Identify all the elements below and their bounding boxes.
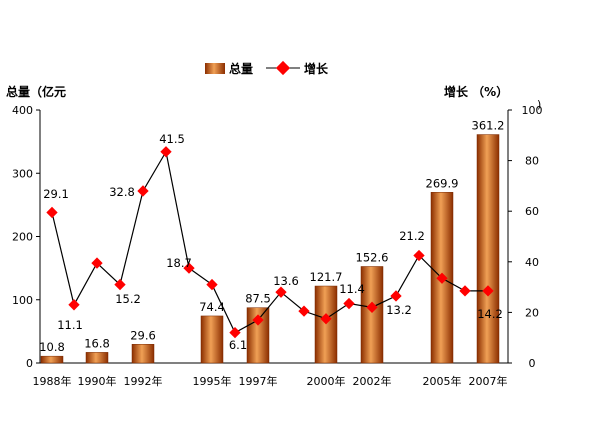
- legend-bar-swatch: [205, 63, 225, 74]
- bar-value-label: 121.7: [310, 270, 343, 284]
- growth-marker: [482, 285, 494, 297]
- growth-value-label: 14.2: [477, 307, 503, 321]
- growth-polyline: [51, 150, 488, 334]
- growth-value-label: 29.1: [43, 187, 69, 201]
- bar-labels: 10.8 16.8 29.6 74.4 87.5 121.7 152.6 269.9 361.2: [39, 119, 504, 355]
- growth-marker: [320, 313, 332, 325]
- left-tick-label: 400: [12, 104, 33, 117]
- left-ticks: 0 100 200 300 400: [12, 104, 40, 370]
- right-tick-label: 40: [525, 256, 539, 269]
- growth-marker: [229, 326, 241, 339]
- bar: [314, 285, 338, 364]
- right-tick-label: 20: [525, 306, 539, 319]
- x-tick-label: 1997年: [239, 374, 278, 388]
- growth-value-label: 15.2: [115, 292, 141, 306]
- x-tick-label: 1990年: [78, 374, 117, 388]
- bar: [200, 315, 224, 364]
- legend-bar-label: 总量: [229, 61, 253, 76]
- left-tick-label: 200: [12, 231, 33, 244]
- growth-marker: [46, 206, 58, 219]
- growth-marker: [252, 314, 264, 326]
- legend-marker-swatch: [275, 60, 291, 76]
- growth-value-label: 11.1: [57, 318, 83, 332]
- x-tick-label: 2002年: [353, 374, 392, 388]
- bar: [246, 307, 270, 364]
- growth-marker: [206, 278, 218, 291]
- growth-value-label: 41.5: [159, 132, 185, 146]
- x-tick-label: 1992年: [124, 374, 163, 388]
- growth-marker: [298, 305, 310, 317]
- growth-value-label: 32.8: [109, 185, 135, 199]
- growth-marker: [183, 262, 195, 274]
- left-axis-title: 总量（亿元: [6, 84, 66, 99]
- growth-value-label: 6.1: [229, 338, 247, 352]
- growth-marker: [343, 297, 355, 310]
- bar: [360, 266, 384, 364]
- bar-value-label: 10.8: [39, 340, 65, 354]
- growth-marker: [137, 185, 149, 197]
- bar: [131, 344, 155, 364]
- bar-value-label: 87.5: [245, 292, 271, 306]
- growth-marker: [68, 299, 80, 311]
- bar: [476, 134, 500, 364]
- growth-marker: [275, 286, 287, 298]
- growth-labels: 29.1 11.1 32.8 15.2 41.5 18.7 6.1 13.6 11.4 13.2 2…: [43, 132, 503, 352]
- bar-value-label: 269.9: [426, 176, 459, 190]
- stray-paren: ): [537, 98, 541, 111]
- left-tick-label: 0: [26, 357, 33, 370]
- x-tick-label: 2007年: [469, 374, 508, 388]
- x-tick-label: 1988年: [33, 374, 72, 388]
- right-tick-label: 80: [525, 155, 539, 168]
- x-tick-label: 1995年: [193, 374, 232, 388]
- growth-value-label: 11.4: [339, 282, 365, 296]
- x-tick-label: 2005年: [423, 374, 462, 388]
- x-tick-label: 2000年: [307, 374, 346, 388]
- right-tick-label: 0: [529, 357, 536, 370]
- bar-value-label: 16.8: [84, 336, 110, 350]
- bar: [85, 352, 109, 364]
- growth-marker: [459, 285, 471, 297]
- growth-marker: [366, 301, 378, 313]
- growth-value-label: 21.2: [399, 229, 425, 243]
- bar-value-label: 29.6: [130, 328, 156, 342]
- bar-value-label: 74.4: [199, 300, 225, 314]
- growth-marker: [413, 249, 425, 262]
- bar-value-label: 361.2: [472, 119, 505, 133]
- growth-value-label: 18.7: [166, 256, 192, 270]
- bar-value-label: 152.6: [356, 250, 389, 264]
- growth-line: [46, 146, 494, 339]
- left-tick-label: 300: [12, 167, 33, 180]
- right-ticks: 0 20 40 60 80 100: [508, 104, 543, 370]
- left-tick-label: 100: [12, 294, 33, 307]
- growth-marker: [390, 290, 402, 302]
- x-labels: 1988年 1990年 1992年 1995年 1997年 2000年 2002年 2005年…: [33, 374, 508, 388]
- legend-line-label: 增长: [304, 61, 329, 76]
- right-axis-title: 增长 （%）: [444, 84, 508, 99]
- bar: [40, 355, 64, 364]
- growth-value-label: 13.2: [386, 303, 412, 317]
- right-tick-label: 100: [522, 104, 543, 117]
- growth-marker: [160, 146, 172, 158]
- growth-value-label: 13.6: [273, 274, 299, 288]
- bars: [40, 134, 500, 364]
- growth-marker: [436, 272, 448, 284]
- right-tick-label: 60: [525, 205, 539, 218]
- legend: 总量 增长: [205, 60, 329, 76]
